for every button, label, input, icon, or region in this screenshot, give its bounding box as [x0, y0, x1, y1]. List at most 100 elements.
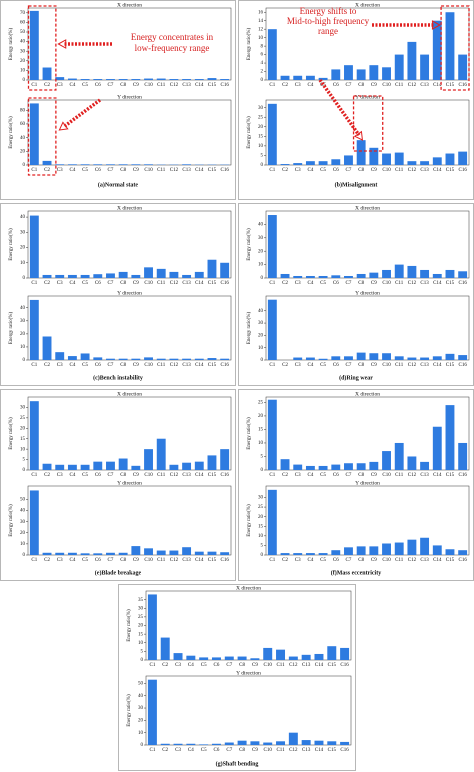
y-tick-label: 40: [20, 509, 26, 514]
bar: [432, 426, 442, 470]
panel-caption: (d)Ring wear: [339, 374, 373, 381]
x-tick-label: C1: [31, 83, 37, 88]
bar: [382, 269, 391, 278]
bar: [369, 546, 379, 555]
x-tick-label: C14: [195, 363, 204, 368]
bar: [420, 54, 430, 80]
bar: [207, 358, 217, 360]
x-tick-label: C2: [44, 83, 50, 88]
bar: [276, 649, 286, 660]
bar: [432, 157, 442, 165]
bar: [344, 463, 353, 470]
y-tick-label: 15: [20, 437, 26, 442]
panel-caption: (f)Mass eccentricity: [331, 569, 381, 576]
x-tick-label: C12: [170, 281, 179, 286]
y-tick-label: 0: [261, 78, 264, 83]
x-tick-label: C5: [201, 663, 207, 668]
chart-title: Y direction: [355, 94, 380, 100]
x-tick-label: C7: [108, 168, 114, 173]
bar: [131, 274, 141, 278]
bar: [280, 164, 290, 165]
panel-border: [0, 203, 236, 386]
x-tick-label: C11: [157, 83, 166, 88]
y-tick-label: 10: [138, 641, 144, 646]
bar: [220, 358, 230, 360]
bar: [267, 489, 277, 555]
y-tick-label: 20: [258, 125, 264, 130]
bar: [458, 151, 468, 165]
x-tick-label: C16: [340, 748, 349, 753]
bar: [445, 405, 455, 470]
y-tick-label: 10: [258, 534, 264, 539]
bar: [293, 553, 303, 555]
x-tick-label: C5: [82, 281, 88, 286]
bar: [382, 543, 391, 555]
x-tick-label: C11: [276, 748, 285, 753]
y-tick-label: 0: [23, 358, 26, 363]
bar: [305, 161, 315, 165]
x-tick-label: C11: [157, 473, 166, 478]
bar: [55, 274, 65, 278]
x-tick-label: C9: [252, 663, 258, 668]
x-tick-label: C7: [346, 558, 352, 563]
y-tick-label: 15: [258, 428, 264, 433]
x-tick-label: C9: [133, 473, 139, 478]
bar: [42, 274, 52, 278]
x-tick-label: C1: [269, 558, 275, 563]
bar: [280, 273, 290, 278]
x-tick-label: C10: [144, 281, 153, 286]
x-tick-label: C4: [69, 83, 75, 88]
bar: [458, 442, 468, 470]
bar: [280, 459, 290, 470]
x-tick-label: C7: [346, 281, 352, 286]
x-tick-label: C2: [282, 168, 288, 173]
y-tick-label: 10: [20, 69, 26, 74]
x-tick-label: C10: [382, 473, 391, 478]
x-tick-label: C15: [328, 663, 337, 668]
y-tick-label: 0: [23, 276, 26, 281]
x-tick-label: C15: [208, 168, 217, 173]
bar: [382, 153, 391, 165]
x-tick-label: C2: [282, 473, 288, 478]
panel-border: [0, 0, 236, 200]
y-tick-label: 60: [20, 122, 26, 127]
bar: [382, 451, 391, 470]
bar: [445, 549, 455, 555]
bar: [331, 550, 341, 555]
y-tick-label: 5: [141, 650, 144, 655]
y-tick-label: 0: [261, 553, 264, 558]
bar: [182, 274, 192, 278]
y-axis-label: Energy ratio(%): [9, 417, 14, 450]
bar: [169, 79, 179, 80]
plot-frame: [265, 99, 470, 166]
bar: [131, 358, 141, 360]
x-tick-label: C7: [346, 473, 352, 478]
plot-frame: [265, 485, 470, 556]
x-tick-label: C14: [433, 83, 442, 88]
x-tick-label: C1: [149, 748, 155, 753]
bar: [314, 740, 324, 745]
y-tick-label: 5: [261, 154, 264, 159]
bar: [267, 399, 277, 470]
y-tick-label: 2: [261, 70, 264, 75]
bar: [318, 275, 328, 278]
bar: [118, 271, 128, 278]
x-tick-label: C11: [157, 558, 166, 563]
y-tick-label: 40: [20, 306, 26, 311]
y-tick-label: 20: [138, 718, 144, 723]
x-tick-label: C1: [31, 473, 37, 478]
x-tick-label: C13: [420, 363, 429, 368]
bar: [318, 161, 328, 165]
x-tick-label: C5: [82, 83, 88, 88]
x-tick-label: C15: [208, 558, 217, 563]
y-tick-label: 10: [20, 345, 26, 350]
bar: [118, 164, 128, 165]
y-tick-label: 10: [20, 542, 26, 547]
bar: [147, 679, 157, 745]
y-tick-label: 50: [20, 497, 26, 502]
plot-frame: [27, 210, 232, 279]
bar: [194, 271, 204, 278]
y-tick-label: 0: [261, 163, 264, 168]
arrow-head: [57, 39, 67, 49]
bar: [80, 464, 90, 470]
